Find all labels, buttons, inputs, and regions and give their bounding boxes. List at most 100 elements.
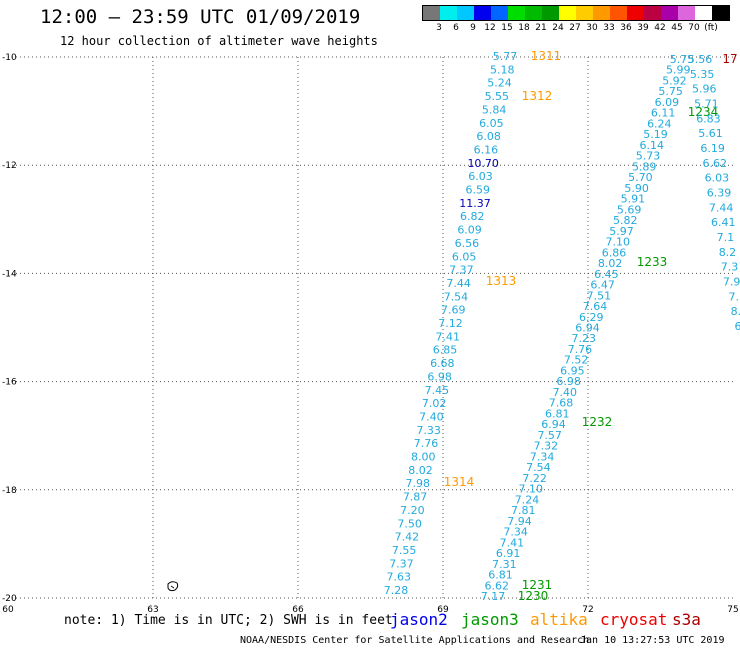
wave-height-value: 5.75 [670,53,695,66]
wave-height-value: 7. [729,290,740,303]
wave-height-value: 6.56 [455,237,480,250]
wave-height-value: 5.73 [636,150,661,163]
color-scale-label: 42 [654,23,666,33]
color-swatch [474,6,491,20]
wave-height-value: 7.87 [403,491,428,504]
wave-height-value: 7.42 [395,531,420,544]
wave-height-value: 6.24 [647,117,672,130]
x-tick-label: 69 [437,605,449,615]
wave-height-value: 7.17 [481,590,506,603]
color-scale-label: 18 [518,23,530,33]
color-scale-labels: 3 6 9 12 15 18 21 24 27 30 33 36 39 42 45 70 (ft) [422,23,740,35]
wave-height-value: 8.2 [719,246,737,259]
wave-height-value: 7.57 [537,429,562,442]
y-tick-label: -18 [2,486,17,496]
generation-timestamp: Jan 10 13:27:53 UTC 2019 [580,635,725,646]
wave-height-value: 5.70 [628,171,653,184]
wave-height-value: 6.59 [466,184,491,197]
wave-height-value: 6.45 [594,268,619,281]
color-swatch [491,6,508,20]
wave-height-value: 7.81 [511,504,536,517]
legend-altika: altika [530,610,588,629]
color-swatch [593,6,610,20]
wave-height-value: 7.41 [500,536,525,549]
color-scale-label: 45 [671,23,683,33]
color-swatch [712,6,729,20]
wave-height-value: 5.96 [692,83,717,96]
wave-height-value: 6.41 [711,216,736,229]
color-swatch [525,6,542,20]
wave-height-value: 6.47 [590,279,615,292]
wave-height-value: 7.24 [515,493,540,506]
legend-jason2: jason2 [390,610,448,629]
pass-time-label: 1231 [522,578,553,592]
footer-legend: note: 1) Time is in UTC; 2) SWH is in fe… [0,610,740,632]
wave-height-value: 7.32 [534,440,559,453]
wave-height-value: 7.34 [503,526,528,539]
wave-height-value: 6.39 [707,187,732,200]
wave-height-value: 6.82 [460,210,485,223]
wave-height-value: 6.95 [560,364,585,377]
color-scale-label: 12 [484,23,496,33]
wave-height-value: 5.71 [694,98,719,111]
color-swatch [440,6,457,20]
color-scale-label: 21 [535,23,547,33]
pass-time-label: 1312 [522,89,553,103]
credit-line: NOAA/NESDIS Center for Satellite Applica… [240,635,590,646]
color-scale-label: 6 [453,23,459,33]
wave-height-value: 7.40 [419,410,444,423]
wave-height-value: 6.16 [474,143,499,156]
wave-height-value: 8.00 [411,451,436,464]
wave-height-value: 6.03 [705,172,730,185]
color-scale-label: 39 [637,23,649,33]
color-scale-label: 15 [501,23,513,33]
wave-height-value: 7.3 [721,261,739,274]
wave-height-value: 7.9 [723,276,740,289]
color-swatch [559,6,576,20]
wave-height-value: 7.02 [422,397,447,410]
wave-height-value: 7.54 [444,290,469,303]
wave-height-value: 5.97 [609,225,634,238]
wave-height-value: 5.90 [624,182,649,195]
color-scale-label: 3 [436,23,442,33]
wave-height-value: 6.19 [700,142,725,155]
wave-height-value: 7.52 [564,354,589,367]
wave-height-value: 5.82 [613,214,638,227]
wave-height-value: 6.03 [468,170,493,183]
wave-height-value: 6.85 [433,344,458,357]
wave-height-value: 6.09 [655,96,680,109]
wave-height-value: 5.55 [485,90,510,103]
wave-height-value: 7.1 [717,231,735,244]
color-swatch [610,6,627,20]
wave-height-value: 6.94 [541,418,566,431]
wave-height-value: 7.54 [526,461,551,474]
y-tick-label: -10 [2,53,17,63]
color-swatch [457,6,474,20]
wave-height-value: 5.18 [490,63,515,76]
wave-height-value: 5.69 [617,203,642,216]
wave-height-value: 6.14 [640,139,665,152]
wave-height-value: 7.76 [568,343,593,356]
wave-height-value: 6.08 [476,130,501,143]
chart-subtitle: 12 hour collection of altimeter wave hei… [60,34,378,48]
x-tick-label: 60 [2,605,14,615]
wave-height-value: 5.92 [662,74,687,87]
pass-time-label: 1313 [486,274,517,288]
color-scale-label: 30 [586,23,598,33]
wave-height-value: 7.37 [389,557,414,570]
wave-height-value: 7.63 [386,571,411,584]
wave-height-value: 6.62 [485,579,510,592]
wave-height-value: 7.20 [400,504,425,517]
pass-time-label: 1314 [444,475,475,489]
wave-height-value: 6.62 [703,157,728,170]
legend-s3a: s3a [672,610,701,629]
color-scale-label: (ft) [704,23,718,33]
wave-height-value: 7.76 [414,437,439,450]
wave-height-value: 6.83 [696,112,721,125]
wave-height-value: 5.84 [482,103,507,116]
wave-height-value: 7.31 [492,558,517,571]
wave-height-value: 7.45 [425,384,450,397]
chart-title: 12:00 — 23:59 UTC 01/09/2019 [40,6,361,28]
color-scale-label: 70 [688,23,700,33]
